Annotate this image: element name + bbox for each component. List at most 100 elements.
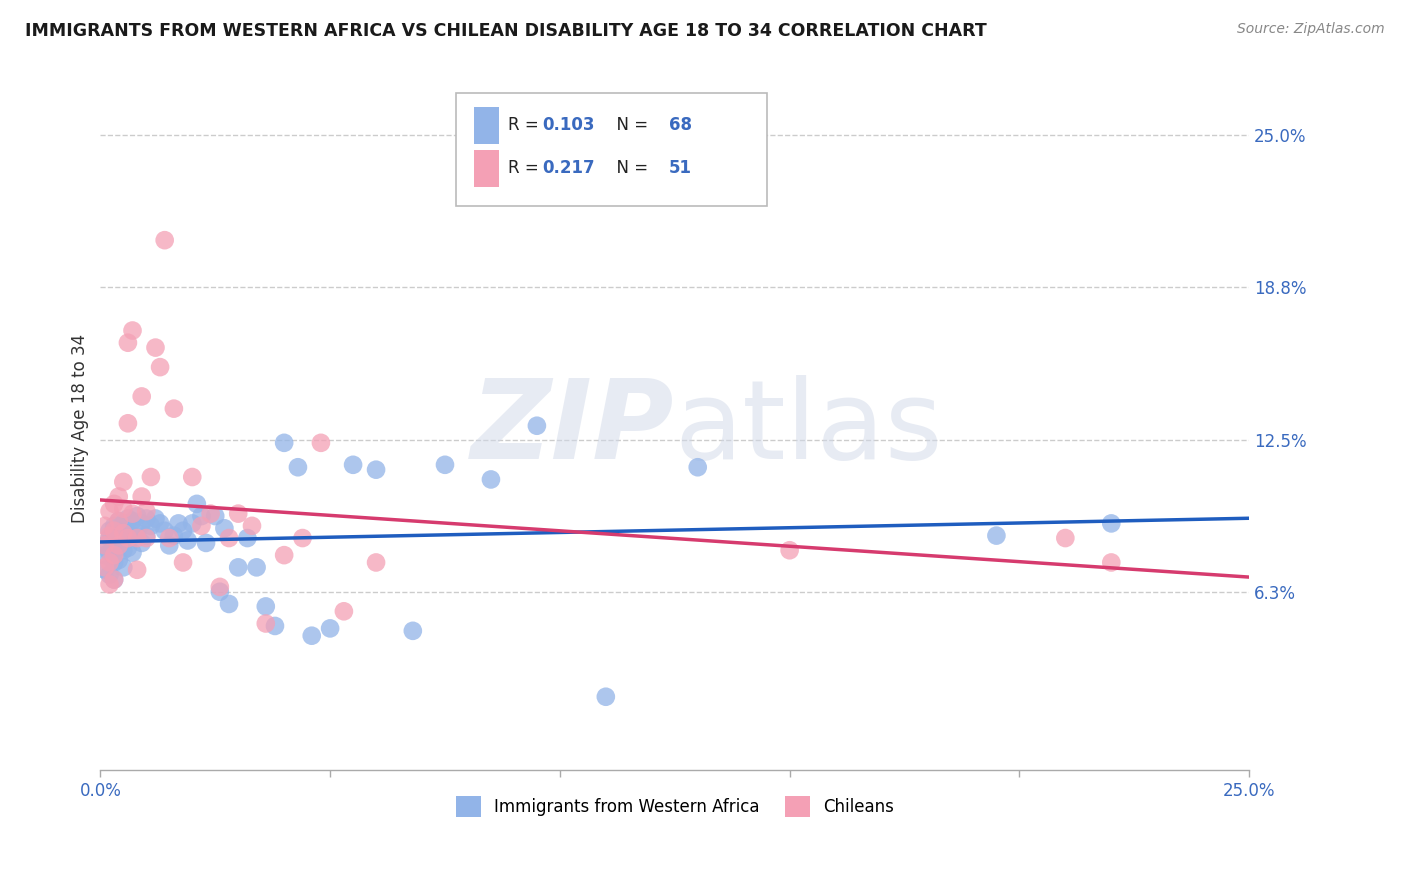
Point (127, 531, 149, 545)
Point (117, 511, 139, 525)
Point (264, 619, 287, 633)
Point (103, 519, 125, 533)
Point (107, 514, 129, 528)
Point (163, 401, 186, 416)
Point (94, 538, 117, 552)
Point (208, 584, 231, 599)
Text: 0.217: 0.217 (543, 160, 595, 178)
Text: R =: R = (508, 116, 544, 135)
Point (112, 516, 135, 531)
Point (107, 553, 129, 567)
Point (98, 504, 121, 518)
Point (107, 524, 129, 538)
Point (167, 516, 190, 531)
Point (195, 536, 218, 550)
Point (190, 509, 212, 524)
Point (131, 536, 153, 550)
Point (117, 417, 139, 431)
Point (139, 519, 162, 533)
Point (98, 567, 121, 582)
Point (226, 507, 249, 521)
Point (127, 526, 149, 541)
Point (254, 616, 277, 631)
Point (319, 621, 342, 635)
Point (112, 475, 135, 489)
Point (135, 504, 157, 518)
Point (139, 470, 162, 484)
Text: atlas: atlas (675, 375, 943, 482)
Point (103, 573, 125, 587)
Point (121, 546, 143, 560)
Point (163, 528, 186, 542)
Point (190, 519, 212, 533)
Point (98, 528, 121, 542)
Point (135, 531, 157, 545)
Point (107, 514, 129, 528)
Point (254, 599, 277, 614)
Point (172, 556, 194, 570)
Point (176, 533, 198, 548)
Point (273, 548, 295, 562)
Point (364, 463, 387, 477)
Point (181, 516, 204, 531)
Point (98, 531, 121, 545)
Point (595, 690, 617, 704)
Text: IMMIGRANTS FROM WESTERN AFRICA VS CHILEAN DISABILITY AGE 18 TO 34 CORRELATION CH: IMMIGRANTS FROM WESTERN AFRICA VS CHILEA… (25, 22, 987, 40)
Point (112, 543, 135, 558)
Point (153, 524, 176, 538)
Point (433, 458, 456, 472)
Point (103, 548, 125, 562)
Point (1099, 516, 1122, 531)
Point (135, 511, 157, 525)
Point (112, 560, 135, 574)
Point (103, 524, 125, 538)
Point (214, 521, 236, 535)
Text: 68: 68 (669, 116, 692, 135)
Point (94, 548, 117, 562)
Point (98, 546, 121, 560)
Point (153, 233, 176, 247)
Point (112, 526, 135, 541)
Legend: Immigrants from Western Africa, Chileans: Immigrants from Western Africa, Chileans (449, 789, 900, 823)
Point (291, 531, 314, 545)
Point (779, 543, 801, 558)
Point (149, 360, 172, 375)
Point (117, 541, 139, 555)
Point (208, 580, 231, 594)
Point (98, 556, 121, 570)
Point (131, 516, 153, 531)
Point (94, 563, 117, 577)
Point (107, 538, 129, 552)
Point (103, 573, 125, 587)
Point (218, 597, 240, 611)
Text: 0.103: 0.103 (543, 116, 595, 135)
Point (157, 538, 180, 552)
Point (131, 389, 153, 403)
Point (309, 435, 332, 450)
Point (1099, 556, 1122, 570)
Point (172, 524, 194, 538)
Point (103, 528, 125, 542)
Point (112, 501, 135, 516)
Text: 51: 51 (669, 160, 692, 178)
Point (103, 497, 125, 511)
Point (117, 531, 139, 545)
Point (301, 629, 323, 643)
Point (364, 556, 387, 570)
Point (112, 528, 135, 542)
Point (1054, 531, 1077, 545)
Point (240, 519, 263, 533)
FancyBboxPatch shape (457, 93, 766, 206)
Point (121, 324, 143, 338)
Point (94, 560, 117, 574)
Point (121, 507, 143, 521)
Point (94, 519, 117, 533)
Point (986, 528, 1008, 542)
Point (103, 543, 125, 558)
Point (526, 418, 548, 433)
Text: ZIP: ZIP (471, 375, 675, 482)
FancyBboxPatch shape (474, 150, 499, 187)
Point (117, 526, 139, 541)
Point (181, 470, 204, 484)
FancyBboxPatch shape (474, 106, 499, 145)
